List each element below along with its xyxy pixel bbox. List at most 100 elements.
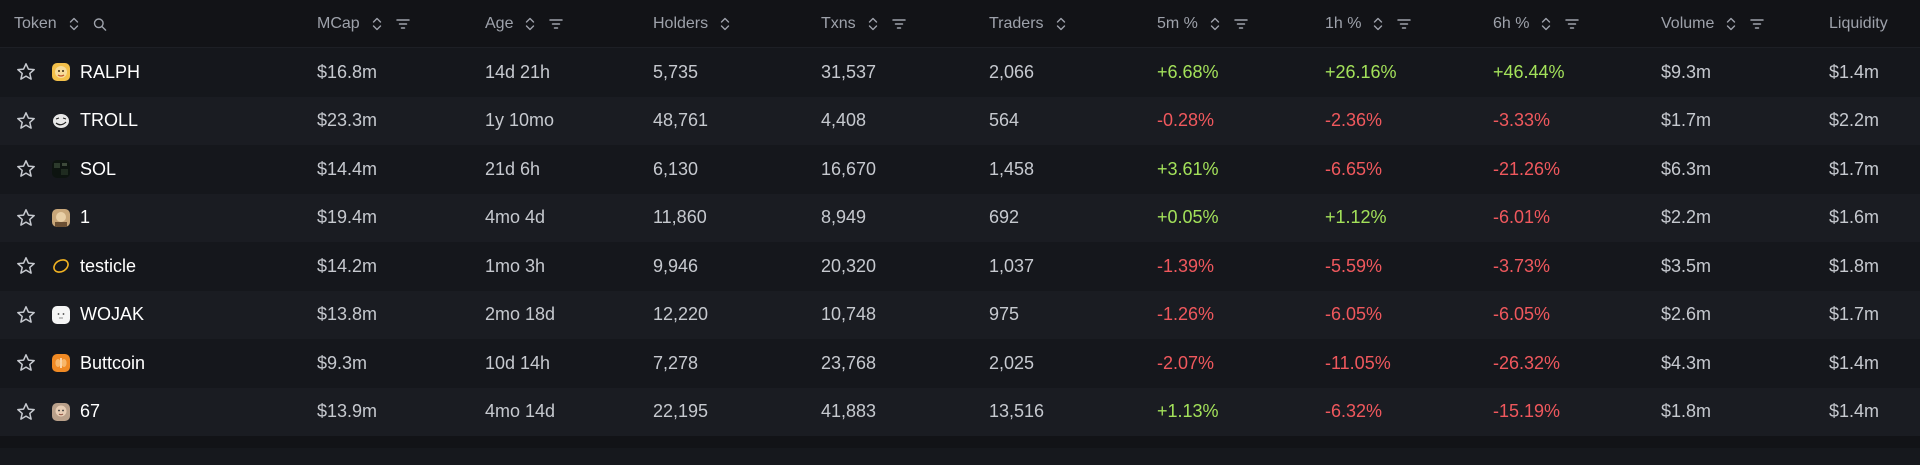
sort-icon[interactable] (1371, 16, 1385, 32)
sort-icon[interactable] (1539, 16, 1553, 32)
filter-icon[interactable] (1397, 16, 1412, 32)
traders-value: 564 (989, 110, 1020, 131)
change-6h-value: -3.73% (1493, 255, 1551, 276)
change-5m-value: -0.28% (1157, 110, 1215, 131)
mcap-value: $23.3m (317, 110, 378, 131)
header-age-label: Age (485, 15, 514, 32)
traders-value: 2,025 (989, 352, 1035, 373)
table-row[interactable]: RALPH $16.8m 14d 21h 5,735 31,537 2,066 … (0, 48, 1920, 97)
header-txns[interactable]: Txns (821, 0, 918, 48)
filter-icon[interactable] (395, 16, 410, 32)
liquidity-value: $1.6m (1829, 207, 1880, 228)
sort-icon[interactable] (370, 16, 384, 32)
star-icon[interactable] (16, 62, 36, 82)
wojak-logo-icon (52, 305, 70, 324)
change-1h-value: -6.05% (1325, 304, 1383, 325)
header-change-6h[interactable]: 6h % (1493, 0, 1591, 48)
header-change-5m[interactable]: 5m % (1157, 0, 1260, 48)
token-name[interactable]: RALPH (80, 61, 141, 82)
sort-icon[interactable] (67, 16, 81, 32)
volume-value: $9.3m (1661, 61, 1712, 82)
header-age[interactable]: Age (485, 0, 575, 48)
age-value: 1y 10mo (485, 110, 555, 131)
change-5m-value: -2.07% (1157, 352, 1215, 373)
star-icon[interactable] (16, 402, 36, 422)
holders-value: 48,761 (653, 110, 709, 131)
header-holders[interactable]: Holders (653, 0, 744, 48)
table-row[interactable]: 67 $13.9m 4mo 14d 22,195 41,883 13,516 +… (0, 387, 1920, 436)
filter-icon[interactable] (549, 16, 564, 32)
txns-value: 41,883 (821, 401, 877, 422)
star-icon[interactable] (16, 159, 36, 179)
liquidity-value: $1.7m (1829, 304, 1880, 325)
token-name[interactable]: WOJAK (80, 304, 145, 325)
token-name[interactable]: 67 (80, 401, 101, 422)
change-6h-value: -6.05% (1493, 304, 1551, 325)
change-5m-value: +1.13% (1157, 401, 1219, 422)
age-value: 2mo 18d (485, 304, 556, 325)
liquidity-value: $1.4m (1829, 352, 1880, 373)
mcap-value: $9.3m (317, 352, 368, 373)
txns-value: 10,748 (821, 304, 877, 325)
change-1h-value: +1.12% (1325, 207, 1387, 228)
header-token[interactable]: Token (14, 0, 119, 48)
star-icon[interactable] (16, 208, 36, 228)
star-icon[interactable] (16, 305, 36, 325)
sort-icon[interactable] (1208, 16, 1222, 32)
header-mcap[interactable]: MCap (317, 0, 422, 48)
sort-icon[interactable] (866, 16, 880, 32)
sort-icon[interactable] (1054, 16, 1068, 32)
buttcoin-logo-icon (52, 354, 70, 372)
table-row[interactable]: 1 $19.4m 4mo 4d 11,860 8,949 692 +0.05% … (0, 193, 1920, 242)
volume-value: $3.5m (1661, 255, 1712, 276)
sol-logo-icon (52, 160, 70, 178)
token-name[interactable]: SOL (80, 158, 117, 179)
sort-icon[interactable] (718, 16, 732, 32)
header-volume[interactable]: Volume (1661, 0, 1776, 48)
filter-icon[interactable] (891, 16, 906, 32)
change-6h-value: -3.33% (1493, 110, 1551, 131)
ralph-logo-icon (52, 63, 70, 81)
token-name[interactable]: testicle (80, 255, 137, 276)
one-logo-icon (52, 208, 70, 227)
token-name[interactable]: Buttcoin (80, 352, 146, 373)
age-value: 4mo 4d (485, 207, 546, 228)
liquidity-value: $1.4m (1829, 61, 1880, 82)
table-row[interactable]: WOJAK $13.8m 2mo 18d 12,220 10,748 975 -… (0, 290, 1920, 339)
token-name[interactable]: 1 (80, 207, 91, 228)
filter-icon[interactable] (1750, 16, 1765, 32)
traders-value: 1,458 (989, 158, 1035, 179)
volume-value: $1.7m (1661, 110, 1712, 131)
filter-icon[interactable] (1565, 16, 1580, 32)
table-row[interactable]: TROLL $23.3m 1y 10mo 48,761 4,408 564 -0… (0, 96, 1920, 145)
token-name[interactable]: TROLL (80, 110, 139, 131)
table-row[interactable]: SOL $14.4m 21d 6h 6,130 16,670 1,458 +3.… (0, 145, 1920, 194)
star-icon[interactable] (16, 111, 36, 131)
header-liquidity-label: Liquidity (1829, 15, 1888, 32)
star-icon[interactable] (16, 353, 36, 373)
header-change-1h[interactable]: 1h % (1325, 0, 1423, 48)
header-mcap-label: MCap (317, 15, 360, 32)
table-body: RALPH $16.8m 14d 21h 5,735 31,537 2,066 … (0, 48, 1920, 436)
change-5m-value: +6.68% (1157, 61, 1219, 82)
change-6h-value: -21.26% (1493, 158, 1561, 179)
mcap-value: $14.4m (317, 158, 378, 179)
header-liquidity[interactable]: Liquidity (1829, 0, 1898, 48)
volume-value: $6.3m (1661, 158, 1712, 179)
holders-value: 22,195 (653, 401, 709, 422)
traders-value: 2,066 (989, 61, 1035, 82)
star-icon[interactable] (16, 256, 36, 276)
filter-icon[interactable] (1234, 16, 1248, 32)
header-traders-label: Traders (989, 15, 1044, 32)
table-row[interactable]: testicle $14.2m 1mo 3h 9,946 20,320 1,03… (0, 242, 1920, 291)
header-traders[interactable]: Traders (989, 0, 1080, 48)
table-row[interactable]: Buttcoin $9.3m 10d 14h 7,278 23,768 2,02… (0, 339, 1920, 388)
search-icon[interactable] (93, 16, 107, 32)
sort-icon[interactable] (523, 16, 537, 32)
change-6h-value: +46.44% (1493, 61, 1565, 82)
header-change-5m-label: 5m % (1157, 15, 1198, 32)
volume-value: $2.2m (1661, 207, 1712, 228)
traders-value: 1,037 (989, 255, 1035, 276)
txns-value: 4,408 (821, 110, 867, 131)
sort-icon[interactable] (1724, 16, 1738, 32)
